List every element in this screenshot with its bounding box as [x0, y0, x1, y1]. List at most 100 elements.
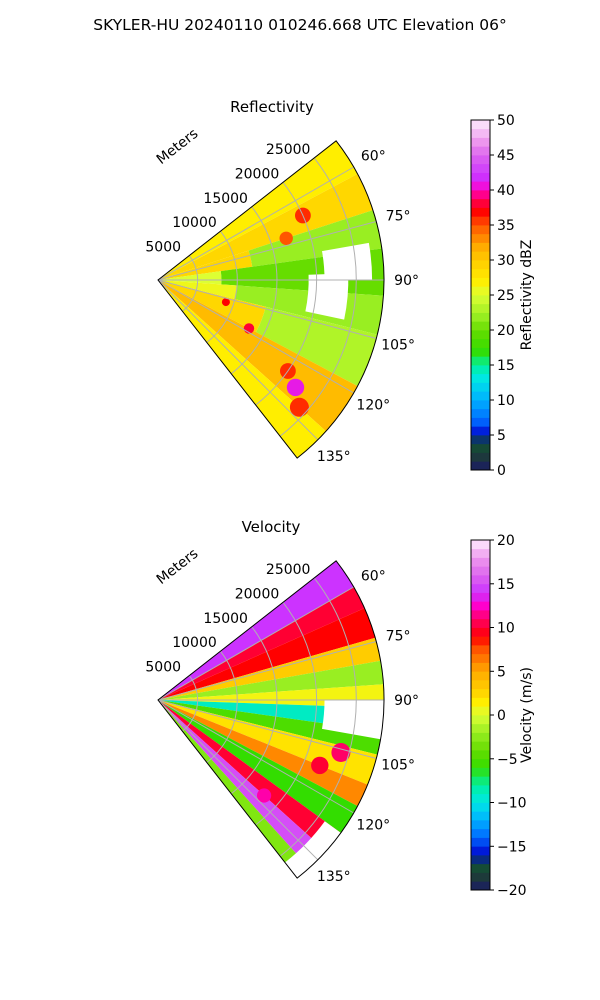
- colorbar-segment: [471, 548, 490, 558]
- sector-frame: [157, 140, 385, 459]
- colorbar-segment: [471, 636, 490, 646]
- colorbar-segment: [471, 627, 490, 637]
- colorbar-segment: [471, 557, 490, 567]
- colorbar-segment: [471, 172, 490, 182]
- colorbar-segment: [471, 776, 490, 786]
- no-data-gap-0: [322, 700, 385, 740]
- radial-tick-label: 20000: [235, 586, 280, 602]
- colorbar: 0 5 10 15 20 25 30 35 40 45 50 Reflectivity dBZ: [470, 113, 535, 479]
- azimuth-tick-label: 75°: [386, 209, 411, 225]
- azimuth-tick-label: 135°: [317, 449, 351, 465]
- colorbar-segment: [471, 461, 490, 471]
- radial-axis-label: Meters: [154, 126, 202, 168]
- colorbar-segment: [471, 347, 490, 357]
- colorbar-segment: [471, 706, 490, 716]
- colorbar-segment: [471, 732, 490, 742]
- data-cell-6: [289, 397, 309, 417]
- colorbar-tick-label: 5: [497, 664, 506, 680]
- colorbar-segment: [471, 715, 490, 725]
- data-band-4: [158, 660, 384, 700]
- colorbar-segment: [471, 767, 490, 777]
- colorbar-segment: [471, 137, 490, 147]
- colorbar-segment: [471, 837, 490, 847]
- data-band-13: [158, 700, 310, 879]
- range-ring-0: [182, 675, 199, 732]
- azimuth-gridline-1: [157, 221, 377, 281]
- colorbar-segment: [471, 435, 490, 445]
- radial-tick-label: 15000: [203, 191, 248, 207]
- radial-tick-label: 25000: [266, 562, 311, 578]
- radial-axis-label: Meters: [154, 546, 202, 588]
- colorbar-segment: [471, 365, 490, 375]
- panel-title: Velocity: [242, 518, 301, 536]
- colorbar-tick-label: 10: [497, 621, 515, 637]
- data-band-10: [158, 280, 358, 432]
- colorbar-segment: [471, 408, 490, 418]
- figure-title: SKYLER-HU 20240110 010246.668 UTC Elevat…: [93, 16, 507, 34]
- data-cell-2: [221, 298, 230, 307]
- data-band-1: [158, 173, 373, 280]
- colorbar-segment: [471, 697, 490, 707]
- colorbar-segment: [471, 566, 490, 576]
- colorbar-tick-label: 25: [497, 288, 515, 304]
- colorbar-segment: [471, 653, 490, 663]
- colorbar-segment: [471, 758, 490, 768]
- data-band-8: [158, 280, 266, 333]
- range-ring-3: [255, 602, 318, 826]
- azimuth-tick-label: 75°: [386, 629, 411, 645]
- colorbar-tick-label: −10: [497, 796, 527, 812]
- radial-tick-label: 25000: [266, 142, 311, 158]
- colorbar-segment: [471, 671, 490, 681]
- reflectivity-panel: Reflectivity 5000 10000 15000 20000 25000 Mete…: [145, 98, 535, 479]
- colorbar-segment: [471, 610, 490, 620]
- data-band-4: [158, 271, 222, 285]
- data-band-0: [158, 560, 354, 700]
- colorbar-segment: [471, 312, 490, 322]
- azimuth-gridline-1: [157, 641, 377, 701]
- colorbar-segment: [471, 583, 490, 593]
- radial-tick-label: 15000: [203, 611, 248, 627]
- colorbar-segment: [471, 452, 490, 462]
- data-band-10: [158, 700, 358, 833]
- colorbar-segment: [471, 356, 490, 366]
- colorbar-tick-label: 15: [497, 577, 515, 593]
- colorbar-label: Velocity (m/s): [519, 667, 535, 763]
- colorbar-segment: [471, 233, 490, 243]
- colorbar-segment: [471, 443, 490, 453]
- colorbar-segment: [471, 680, 490, 690]
- azimuth-gridline-3: [157, 279, 377, 339]
- azimuth-gridline-0: [157, 586, 354, 701]
- colorbar-segment: [471, 225, 490, 235]
- colorbar-segment: [471, 863, 490, 873]
- data-band-9: [256, 306, 378, 387]
- colorbar-segment: [471, 540, 490, 550]
- data-band-7: [158, 700, 382, 755]
- colorbar-segment: [471, 592, 490, 602]
- colorbar-segment: [471, 881, 490, 891]
- colorbar-segment: [471, 645, 490, 655]
- colorbar-tick-label: 5: [497, 428, 506, 444]
- azimuth-gridline-4: [157, 279, 354, 394]
- colorbar-segment: [471, 618, 490, 628]
- colorbar-tick-label: −5: [497, 752, 518, 768]
- colorbar-segment: [471, 303, 490, 313]
- colorbar-segment: [471, 750, 490, 760]
- colorbar-segment: [471, 688, 490, 698]
- range-ring-0: [182, 255, 199, 312]
- colorbar-segment: [471, 400, 490, 410]
- colorbar-segment: [471, 120, 490, 130]
- azimuth-tick-label: 90°: [394, 273, 419, 289]
- colorbar-segment: [471, 793, 490, 803]
- colorbar-segment: [471, 723, 490, 733]
- colorbar-tick-label: 0: [497, 708, 506, 724]
- colorbar-segment: [471, 128, 490, 138]
- colorbar-segment: [471, 163, 490, 173]
- colorbar-tick-label: 10: [497, 393, 515, 409]
- radial-tick-label: 5000: [145, 240, 181, 256]
- colorbar-segment: [471, 426, 490, 436]
- radial-tick-label: 10000: [172, 635, 217, 651]
- azimuth-tick-label: 120°: [356, 397, 390, 413]
- colorbar-segment: [471, 872, 490, 882]
- radial-tick-label: 5000: [145, 660, 181, 676]
